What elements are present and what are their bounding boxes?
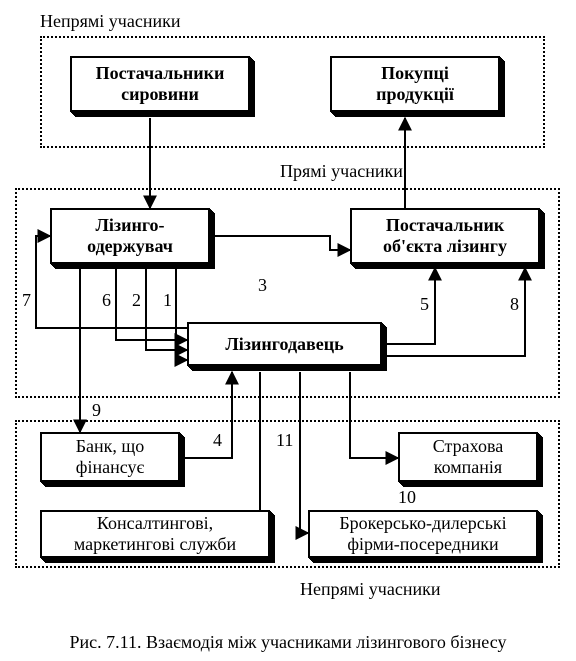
edge-number-7: 7 [22,290,31,311]
edge-number-3: 3 [258,275,267,296]
diagram-stage: Непрямі учасники Прямі учасники Непрямі … [0,0,576,661]
edge-number-6: 6 [102,290,111,311]
label-direct: Прямі учасники [280,162,403,182]
edge-number-1: 1 [163,290,172,311]
label-indirect-bottom: Непрямі учасники [300,580,440,600]
edge-number-2: 2 [132,290,141,311]
label-indirect-top: Непрямі учасники [40,12,180,32]
node-lessor: Лізингодавець [187,322,382,366]
node-insurance: Страховакомпанія [398,432,538,482]
edge-number-11: 11 [276,430,293,451]
edge-number-4: 4 [213,430,222,451]
node-raw-suppliers: Постачальникисировини [70,56,250,112]
node-bank: Банк, щофінансує [40,432,180,482]
node-lessee: Лізинго-одержувач [50,208,210,264]
node-consulting: Консалтингові,маркетингові служби [40,510,270,558]
edge-number-9: 9 [92,400,101,421]
edge-number-5: 5 [420,294,429,315]
node-lessor-supplier: Постачальникоб'єкта лізингу [350,208,540,264]
node-product-buyers: Покупціпродукції [330,56,500,112]
edge-number-8: 8 [510,294,519,315]
figure-caption: Рис. 7.11. Взаємодія між учасниками лізи… [0,632,576,653]
edge-number-10: 10 [398,487,416,508]
node-brokers: Брокерсько-дилерськіфірми-посередники [308,510,538,558]
